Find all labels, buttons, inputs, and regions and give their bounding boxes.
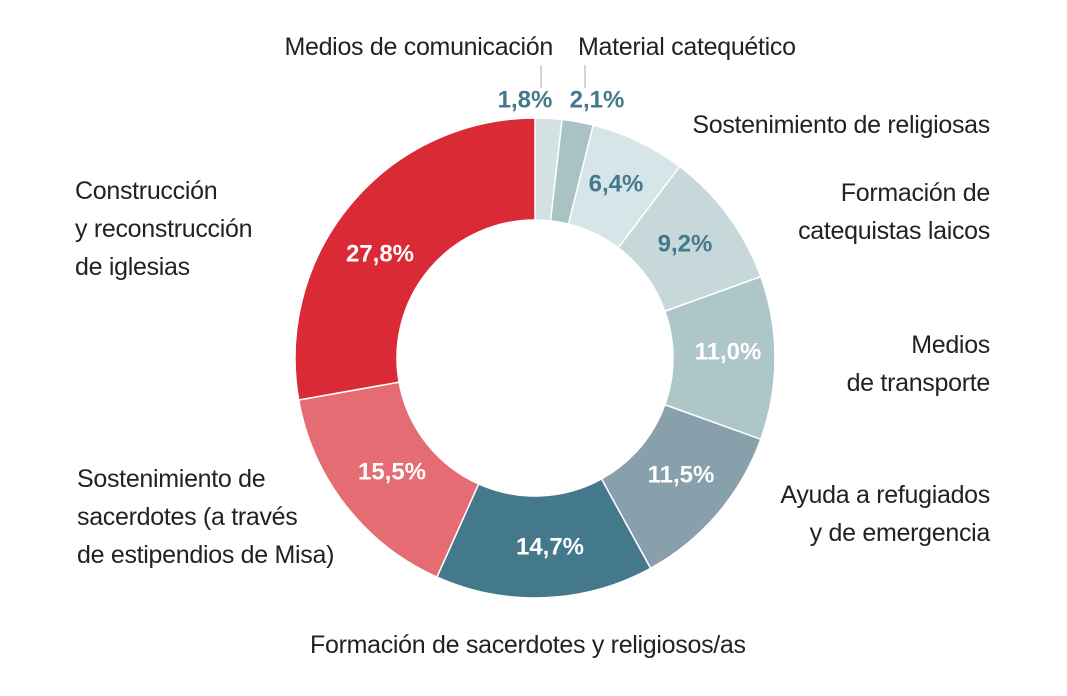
category-label: Sostenimiento de religiosas [692,111,990,139]
donut-slice [294,117,536,401]
category-label: Material catequético [578,33,796,61]
value-label: 11,5% [648,461,715,488]
value-label: 2,1% [570,86,625,113]
value-label: 9,2% [658,230,713,257]
category-label: Formación de catequistas laicos [798,179,990,245]
donut-slice [297,381,480,579]
value-label: 1,8% [498,86,553,113]
category-label: Sostenimiento de sacerdotes (a través de… [77,465,335,569]
category-label: Construcción y reconstrucción de iglesia… [75,177,253,281]
value-label: 14,7% [516,533,584,560]
value-label: 11,0% [695,338,762,365]
category-label: Ayuda a refugiados y de emergencia [780,481,990,547]
value-label: 15,5% [358,458,426,485]
category-label: Formación de sacerdotes y religiosos/as [310,631,746,659]
category-label: Medios de comunicación [284,33,553,61]
value-label: 6,4% [589,170,644,197]
category-label: Medios de transporte [846,331,991,397]
value-label: 27,8% [346,240,414,267]
